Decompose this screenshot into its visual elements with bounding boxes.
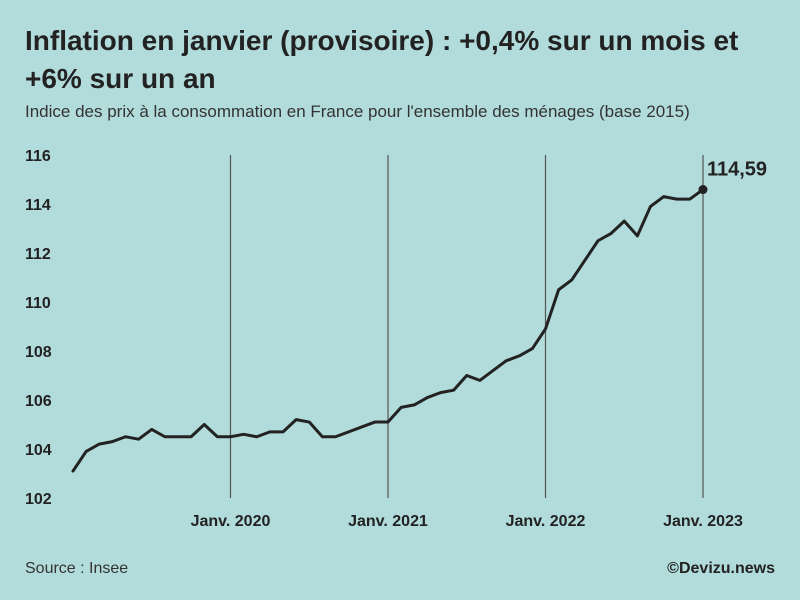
x-tick-label: Janv. 2020 [191,513,271,530]
chart-title: Inflation en janvier (provisoire) : +0,4… [25,25,739,94]
x-tick-label: Janv. 2022 [506,513,586,530]
y-tick-label: 116 [25,148,51,165]
x-tick-label: Janv. 2023 [663,513,743,530]
y-tick-label: 102 [25,491,52,508]
y-tick-label: 106 [25,393,52,410]
y-tick-label: 108 [25,344,52,361]
credit: ©Devizu.news [667,560,775,577]
chart-subtitle: Indice des prix à la consommation en Fra… [25,102,690,121]
y-axis: 102 104 106 108 110 112 114 116 [25,148,52,508]
end-value-label: 114,59 [707,159,767,181]
source-note: Source : Insee [25,560,129,577]
series-line [71,188,705,473]
end-point-marker [698,185,708,195]
y-tick-label: 112 [25,246,51,263]
y-tick-label: 114 [25,197,51,214]
y-tick-label: 104 [25,442,52,459]
vertical-gridlines [229,155,704,498]
x-axis: Janv. 2020 Janv. 2021 Janv. 2022 Janv. 2023 [191,513,743,530]
x-tick-label: Janv. 2021 [348,513,428,530]
y-tick-label: 110 [25,295,51,312]
